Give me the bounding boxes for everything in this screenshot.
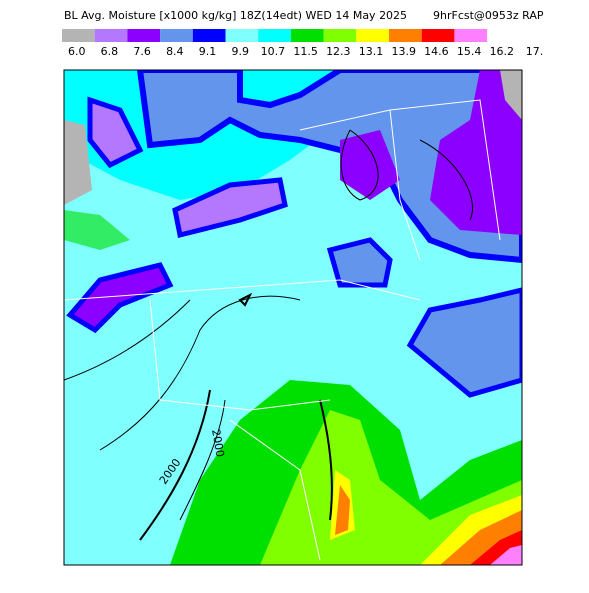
colorbar-label: 11.5 <box>293 45 318 58</box>
colorbar-label: 7.6 <box>133 45 151 58</box>
map-frame <box>63 69 523 566</box>
moisture-field <box>136 70 522 264</box>
colorbar-swatch <box>454 29 488 42</box>
moisture-field <box>326 237 393 288</box>
map: 2000 2000 <box>63 69 523 566</box>
colorbar-swatch <box>323 29 357 42</box>
moisture-field <box>66 262 174 334</box>
moisture-field <box>500 70 522 120</box>
colorbar-swatch <box>62 29 95 42</box>
colorbar: 6.0 6.8 7.6 8.4 9.1 9.9 10.7 11.5 12.3 13.1 13.9 14… <box>62 29 543 58</box>
colorbar-swatch <box>356 29 389 42</box>
borders <box>64 99 501 561</box>
colorbar-swatch <box>421 29 455 42</box>
colorbar-label: 6.0 <box>68 45 86 58</box>
colorbar-label: 9.9 <box>231 45 249 58</box>
colorbar-swatch <box>225 29 259 42</box>
moisture-field <box>490 545 522 565</box>
colorbar-swatch <box>192 29 226 42</box>
colorbar-label: 13.1 <box>359 45 384 58</box>
colorbar-label: 6.8 <box>101 45 119 58</box>
moisture-field <box>172 177 288 239</box>
colorbar-label: 17. <box>526 45 544 58</box>
moisture-field <box>64 120 92 205</box>
colorbar-swatch <box>94 29 128 42</box>
colorbar-label: 9.1 <box>199 45 217 58</box>
colorbar-label: 15.4 <box>457 45 482 58</box>
colorbar-swatch <box>160 29 193 42</box>
colorbar-label: 16.2 <box>490 45 515 58</box>
moisture-field <box>406 287 522 398</box>
colorbar-swatch <box>389 29 422 42</box>
moisture-field <box>64 210 130 250</box>
colorbar-label: 8.4 <box>166 45 184 58</box>
moisture-field <box>87 96 144 169</box>
contours <box>64 129 474 541</box>
colorbar-swatch <box>127 29 161 42</box>
colorbar-label: 12.3 <box>326 45 351 58</box>
subtitle: 9hrFcst@0953z RAP <box>433 9 544 22</box>
colorbar-label: 10.7 <box>261 45 286 58</box>
colorbar-swatch <box>290 29 324 42</box>
moisture-field <box>335 485 522 565</box>
contour-label: 2000 <box>209 428 227 458</box>
colorbar-label: 13.9 <box>391 45 416 58</box>
title: BL Avg. Moisture [x1000 kg/kg] 18Z(14edt… <box>64 9 407 22</box>
colorbar-swatch <box>258 29 291 42</box>
moisture-field <box>260 410 522 565</box>
colorbar-label: 14.6 <box>424 45 449 58</box>
moisture-field <box>330 70 522 235</box>
